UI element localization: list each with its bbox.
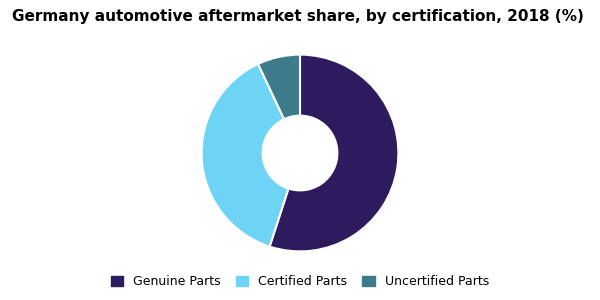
Wedge shape xyxy=(269,55,398,251)
Wedge shape xyxy=(258,55,300,119)
Wedge shape xyxy=(202,64,289,247)
Legend: Genuine Parts, Certified Parts, Uncertified Parts: Genuine Parts, Certified Parts, Uncertif… xyxy=(104,269,496,294)
Text: Germany automotive aftermarket share, by certification, 2018 (%): Germany automotive aftermarket share, by… xyxy=(12,9,584,24)
